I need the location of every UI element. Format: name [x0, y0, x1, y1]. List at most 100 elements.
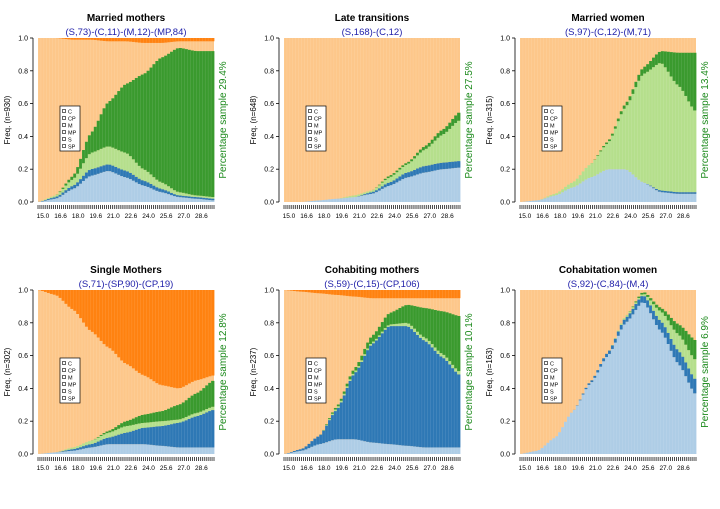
y-tick-label: 0.0 — [500, 200, 510, 207]
y-tick-label: 0.2 — [264, 419, 274, 426]
x-tick-label: 15.0 — [519, 213, 532, 220]
legend-label: C — [68, 110, 72, 116]
y-tick-label: 0.2 — [264, 167, 274, 174]
legend-label: MP — [550, 131, 559, 137]
y-tick-label: 0.4 — [264, 386, 274, 393]
legend-swatch — [63, 110, 66, 113]
bar-segment-cp — [693, 192, 696, 194]
x-tick-label: 27.0 — [177, 213, 190, 220]
bar-segment-cp — [211, 199, 214, 201]
x-tick-label: 16.6 — [54, 465, 67, 472]
y-axis-title: Freq. (n=163) — [485, 347, 494, 396]
legend-label: CP — [550, 117, 558, 123]
legend-label: C — [68, 362, 72, 368]
legend-swatch — [309, 117, 312, 120]
x-tick-label: 28.6 — [195, 465, 208, 472]
x-tick-label: 22.6 — [607, 213, 620, 220]
x-tick-label: 25.6 — [160, 213, 173, 220]
legend-label: S — [314, 390, 318, 396]
legend-swatch — [309, 131, 312, 134]
x-tick-label: 25.6 — [406, 465, 419, 472]
y-tick-label: 1.0 — [500, 36, 510, 43]
x-tick-label: 18.0 — [554, 465, 567, 472]
x-tick-label: 25.6 — [642, 465, 655, 472]
chart-title: Cohabiting mothers — [325, 265, 420, 276]
y-tick-label: 1.0 — [18, 36, 28, 43]
legend-swatch — [63, 362, 66, 365]
bar-segment-m — [211, 407, 214, 410]
legend-swatch — [63, 117, 66, 120]
x-tick-label: 15.0 — [519, 465, 532, 472]
bar-segment-mp — [211, 51, 214, 197]
x-tick-label: 16.6 — [300, 213, 313, 220]
x-tick-label: 18.0 — [72, 465, 85, 472]
x-tick-label: 21.0 — [107, 465, 120, 472]
x-tick-label: 21.0 — [589, 213, 602, 220]
x-tick-label: 19.6 — [571, 213, 584, 220]
legend-label: SP — [314, 397, 322, 403]
legend-label: S — [68, 138, 72, 144]
x-tick-label: 21.0 — [353, 465, 366, 472]
legend-label: MP — [68, 383, 77, 389]
bar-segment-sp — [211, 290, 214, 376]
x-tick-label: 27.0 — [659, 465, 672, 472]
x-tick-label: 15.0 — [283, 213, 296, 220]
x-tick-label: 27.0 — [177, 465, 190, 472]
legend-swatch — [63, 124, 66, 127]
legend-swatch — [63, 131, 66, 134]
legend-label: S — [550, 138, 554, 144]
y-axis-title: Freq. (n=648) — [249, 95, 258, 144]
legend-label: SP — [550, 397, 558, 403]
bar-segment-mp — [693, 53, 696, 111]
x-tick-label: 27.0 — [423, 465, 436, 472]
legend-swatch — [545, 362, 548, 365]
bar-segment-c — [211, 200, 214, 202]
bar-segment-c — [693, 194, 696, 202]
legend-swatch — [309, 124, 312, 127]
x-tick-label: 22.6 — [125, 213, 138, 220]
legend-swatch — [63, 376, 66, 379]
legend-swatch — [545, 390, 548, 393]
bar-segment-m — [457, 121, 460, 161]
bar-segment-m — [693, 359, 696, 379]
x-tick-label: 25.6 — [406, 213, 419, 220]
x-tick-label: 21.0 — [589, 465, 602, 472]
x-tick-label: 22.6 — [371, 213, 384, 220]
x-tick-label: 24.0 — [388, 465, 401, 472]
right-side-label: Percentage sample 10.1% — [464, 313, 475, 430]
chart-title: Late transitions — [335, 13, 410, 24]
x-tick-label: 21.0 — [107, 213, 120, 220]
y-tick-label: 0.6 — [500, 101, 510, 108]
x-tick-label: 16.6 — [536, 465, 549, 472]
x-tick-label: 21.0 — [353, 213, 366, 220]
legend-swatch — [309, 383, 312, 386]
y-tick-label: 0.8 — [500, 320, 510, 327]
legend-label: C — [550, 110, 554, 116]
legend-swatch — [545, 383, 548, 386]
y-axis-title: Freq. (n=302) — [3, 347, 12, 396]
x-tick-label: 19.6 — [335, 213, 348, 220]
legend-swatch — [545, 397, 548, 400]
y-tick-label: 0.4 — [500, 134, 510, 141]
x-tick-label: 15.0 — [283, 465, 296, 472]
legend-swatch — [309, 145, 312, 148]
x-tick-label: 27.0 — [659, 213, 672, 220]
legend-swatch — [63, 397, 66, 400]
chart-title: Married mothers — [87, 13, 166, 24]
legend-swatch — [309, 369, 312, 372]
bar-segment-mp — [211, 381, 214, 407]
y-axis-title: Freq. (n=315) — [485, 95, 494, 144]
y-tick-label: 0.8 — [500, 68, 510, 75]
bar-segment-mp — [457, 113, 460, 121]
legend-swatch — [63, 369, 66, 372]
x-tick-label: 19.6 — [89, 213, 102, 220]
x-tick-label: 16.6 — [54, 213, 67, 220]
